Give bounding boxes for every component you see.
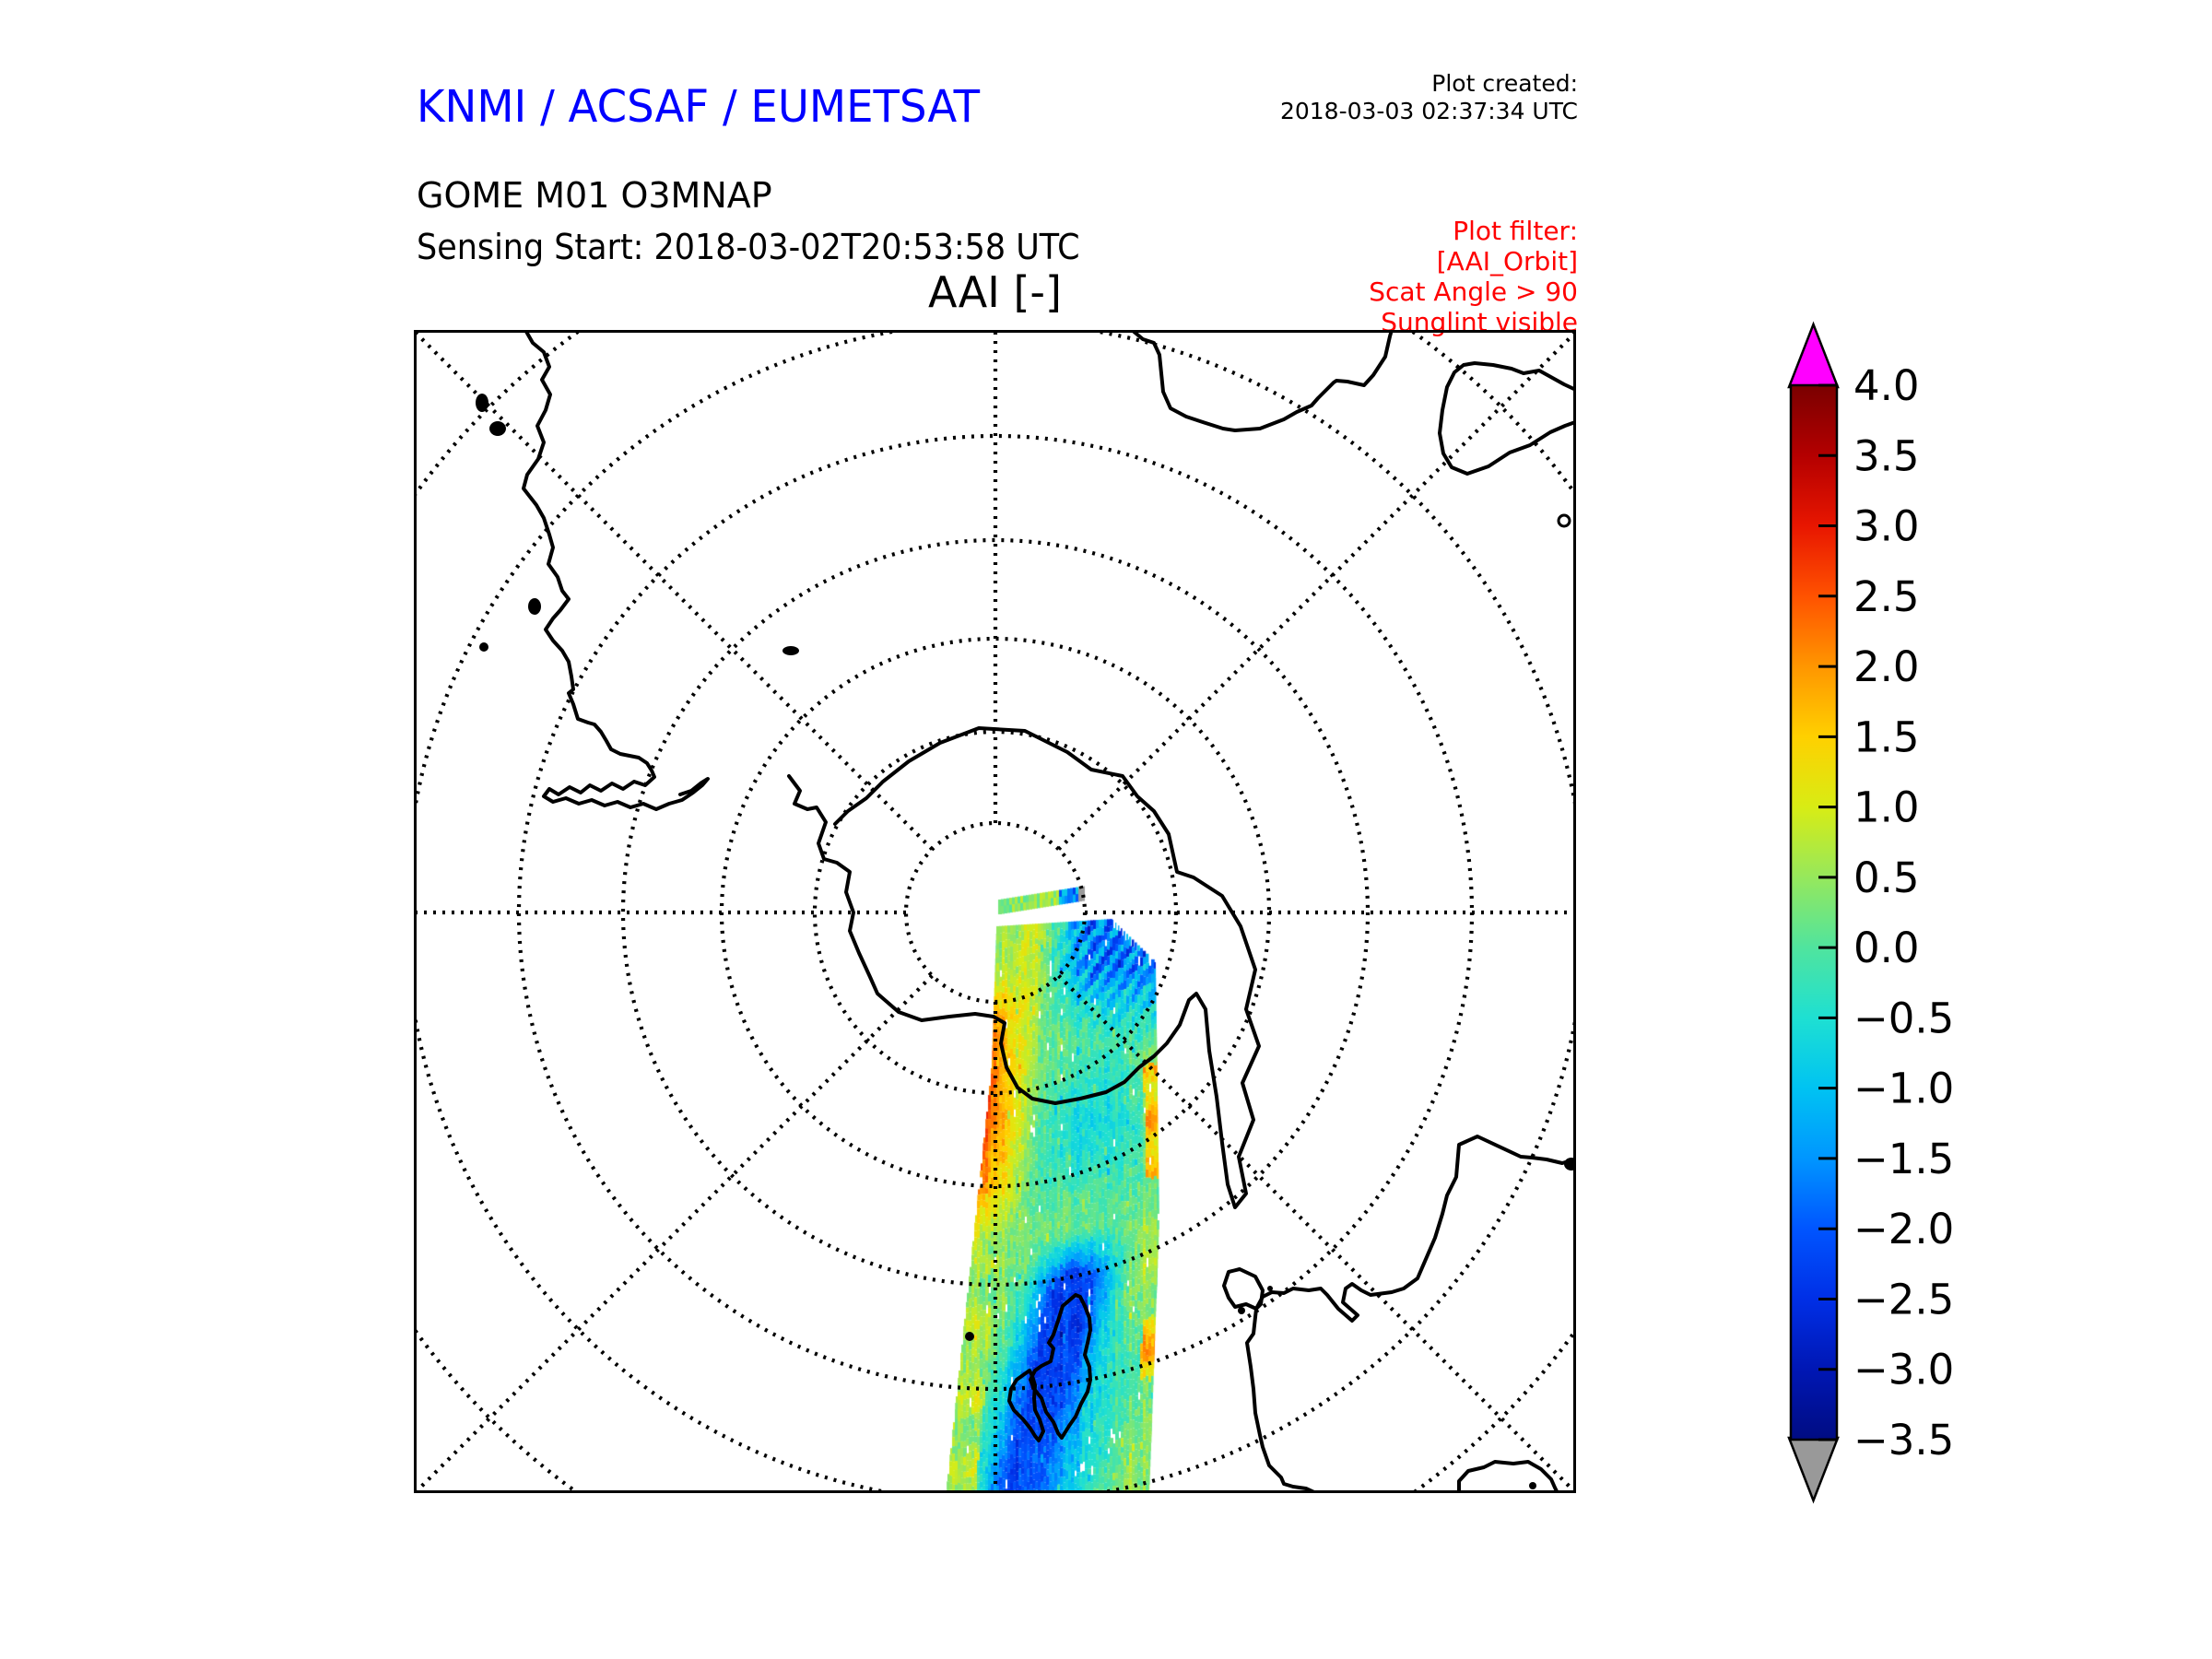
colorbar-tick-label: −3.5 xyxy=(1853,1416,1954,1465)
meridian-line xyxy=(1057,974,1573,1490)
colorbar-tick-label: 3.5 xyxy=(1853,431,1920,480)
island xyxy=(1529,1482,1536,1489)
island xyxy=(528,598,541,615)
island xyxy=(1267,1286,1273,1291)
island xyxy=(1564,1158,1573,1171)
coastline-new-zealand-north xyxy=(1029,1293,1092,1440)
latitude-circle xyxy=(812,729,1179,1096)
map-title: AAI [-] xyxy=(928,267,1062,317)
colorbar-tick-labels: 4.0 3.5 3.0 2.5 2.0 1.5 1.0 0.5 0.0 −0.5 −1.0 −1.5 −… xyxy=(1853,361,1954,1465)
island xyxy=(782,646,799,655)
colorbar-ticks xyxy=(1818,383,1837,1441)
coastline-new-zealand-south xyxy=(1007,1369,1045,1442)
coastline-madagascar xyxy=(1438,361,1573,476)
colorbar-tick-label: 4.0 xyxy=(1853,361,1920,410)
island-ring xyxy=(1557,513,1571,528)
graticule-grid xyxy=(417,333,1573,1490)
colorbar: 4.0 3.5 3.0 2.5 2.0 1.5 1.0 0.5 0.0 −0.5 −1.0 −1.5 −… xyxy=(1787,321,1954,1504)
coastline-antarctica xyxy=(787,726,1261,1209)
island xyxy=(965,1332,974,1341)
filter-line: Plot filter: xyxy=(1453,216,1578,246)
latitude-circle xyxy=(620,537,1371,1288)
colorbar-gradient xyxy=(1789,383,1839,1441)
island xyxy=(489,421,506,436)
colorbar-over-arrow xyxy=(1787,321,1840,389)
colorbar-tick-label: −1.5 xyxy=(1853,1135,1954,1183)
plot-created-block: Plot created: 2018-03-03 02:37:34 UTC xyxy=(1280,70,1578,125)
map-layer xyxy=(417,333,1573,1490)
colorbar-tick-label: 2.0 xyxy=(1853,642,1920,691)
island xyxy=(479,642,488,652)
map-frame xyxy=(414,330,1576,1493)
colorbar-tick-label: 2.5 xyxy=(1853,572,1920,621)
colorbar-under-arrow xyxy=(1787,1436,1840,1504)
organisation-title: KNMI / ACSAF / EUMETSAT xyxy=(417,81,981,133)
colorbar-tick-label: 0.0 xyxy=(1853,924,1920,972)
meridian-line xyxy=(1057,333,1573,851)
island xyxy=(476,394,488,412)
island xyxy=(1238,1307,1245,1314)
meridian-line xyxy=(417,974,934,1490)
colorbar-tick-label: −0.5 xyxy=(1853,994,1954,1042)
colorbar-tick-label: −1.0 xyxy=(1853,1065,1954,1113)
colorbar-tick-label: 1.5 xyxy=(1853,712,1920,761)
coastline-australia xyxy=(1245,1135,1573,1490)
plot-created-label: Plot created: xyxy=(1431,70,1578,97)
colorbar-tick-label: −3.0 xyxy=(1853,1346,1954,1394)
coastline-africa xyxy=(1132,333,1394,432)
product-title: GOME M01 O3MNAP xyxy=(417,175,772,216)
meridian-line xyxy=(417,333,934,851)
coastline-tasmania xyxy=(1457,1460,1559,1490)
coastline-south-america xyxy=(522,333,710,811)
filter-line: Scat Angle > 90 xyxy=(1369,276,1578,307)
sensing-start: Sensing Start: 2018-03-02T20:53:58 UTC xyxy=(417,227,1080,267)
colorbar-tick-label: −2.0 xyxy=(1853,1205,1954,1253)
colorbar-tick-label: 3.0 xyxy=(1853,502,1920,551)
colorbar-tick-label: −2.5 xyxy=(1853,1275,1954,1324)
plot-created-time: 2018-03-03 02:37:34 UTC xyxy=(1279,98,1578,124)
filter-line: [AAI_Orbit] xyxy=(1436,246,1578,276)
coastline-eyre-peninsula xyxy=(1222,1267,1265,1311)
colorbar-tick-label: 0.5 xyxy=(1853,853,1920,902)
colorbar-tick-label: 1.0 xyxy=(1853,783,1920,832)
